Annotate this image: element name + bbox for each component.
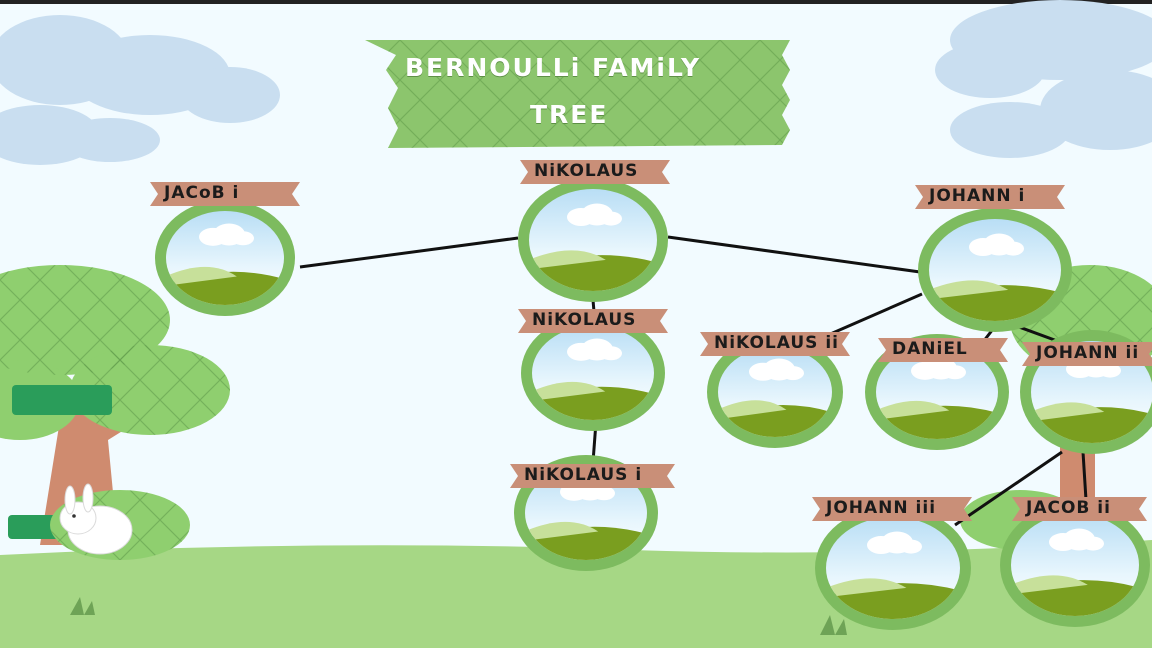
cloud-right <box>935 0 1152 158</box>
member-name-jacob-i: JACoB i <box>164 183 240 203</box>
title-line-1: BERNOULLi FAMiLY <box>405 53 702 82</box>
member-name-nikolaus-i: NiKOLAUS i <box>524 465 643 485</box>
member-photo-frame-jacob-ii <box>1000 503 1150 627</box>
member-photo-frame-nikolaus-i <box>514 455 658 571</box>
member-name-jacob-ii: JACOB ii <box>1026 498 1111 518</box>
member-photo-frame-jacob-i <box>155 200 295 316</box>
title-line-2: TREE <box>530 100 609 129</box>
cloud-left <box>0 15 280 165</box>
title-banner <box>365 40 790 148</box>
member-name-nikolaus-mid: NiKOLAUS <box>532 310 637 330</box>
name-ribbon-jacob-i <box>150 182 300 206</box>
bunny-illustration <box>59 483 133 555</box>
name-ribbon-nikolaus-i <box>510 464 675 488</box>
name-ribbon-nikolaus-top <box>520 160 670 184</box>
member-name-johann-i: JOHANN i <box>929 186 1026 206</box>
name-ribbon-nikolaus-mid <box>518 309 668 333</box>
member-photo-frame-nikolaus-top <box>518 178 668 302</box>
name-ribbon-johann-iii <box>812 497 972 521</box>
member-photo-frame-nikolaus-mid <box>521 315 665 431</box>
name-ribbon-daniel <box>878 338 1008 362</box>
name-ribbon-johann-i <box>915 185 1065 209</box>
member-photo-frame-daniel <box>865 334 1009 450</box>
name-ribbon-johann-ii <box>1022 342 1152 366</box>
member-name-nikolaus-top: NiKOLAUS <box>534 161 639 181</box>
member-name-johann-iii: JOHANN iii <box>826 498 937 518</box>
member-photo-frame-johann-i <box>918 208 1072 332</box>
member-name-johann-ii: JOHANN ii <box>1036 343 1140 363</box>
name-ribbon-nikolaus-ii <box>700 332 850 356</box>
name-ribbon-jacob-ii <box>1012 497 1147 521</box>
member-photo-frame-johann-iii <box>815 506 971 630</box>
member-photo-frame-nikolaus-ii <box>707 336 843 448</box>
window-top-border <box>0 0 1152 4</box>
member-name-nikolaus-ii: NiKOLAUS ii <box>714 333 840 353</box>
member-name-daniel: DANiEL <box>892 339 968 359</box>
